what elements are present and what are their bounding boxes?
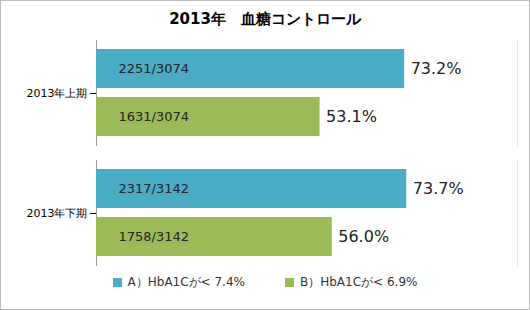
svg-text:53.1%: 53.1% [326, 107, 377, 126]
html-text:2013年 血糖コントロール: 2013年 血糖コントロール [169, 10, 361, 28]
svg-text:2317/3142: 2317/3142 [119, 181, 190, 196]
svg-text:73.2%: 73.2% [411, 59, 462, 78]
svg-text:2013年上期: 2013年上期 [27, 87, 88, 100]
svg-text:1758/3142: 1758/3142 [119, 229, 190, 244]
svg-text:56.0%: 56.0% [338, 227, 389, 246]
svg-text:2251/3074: 2251/3074 [119, 61, 190, 76]
html-text:A）HbA1Cが< 7.4%: A）HbA1Cが< 7.4% [127, 275, 245, 289]
html-text:B）HbA1Cが< 6.9%: B）HbA1Cが< 6.9% [300, 275, 418, 289]
svg-text:73.7%: 73.7% [413, 179, 464, 198]
svg-text:1631/3074: 1631/3074 [119, 109, 190, 124]
svg-text:2013年下期: 2013年下期 [27, 207, 88, 220]
